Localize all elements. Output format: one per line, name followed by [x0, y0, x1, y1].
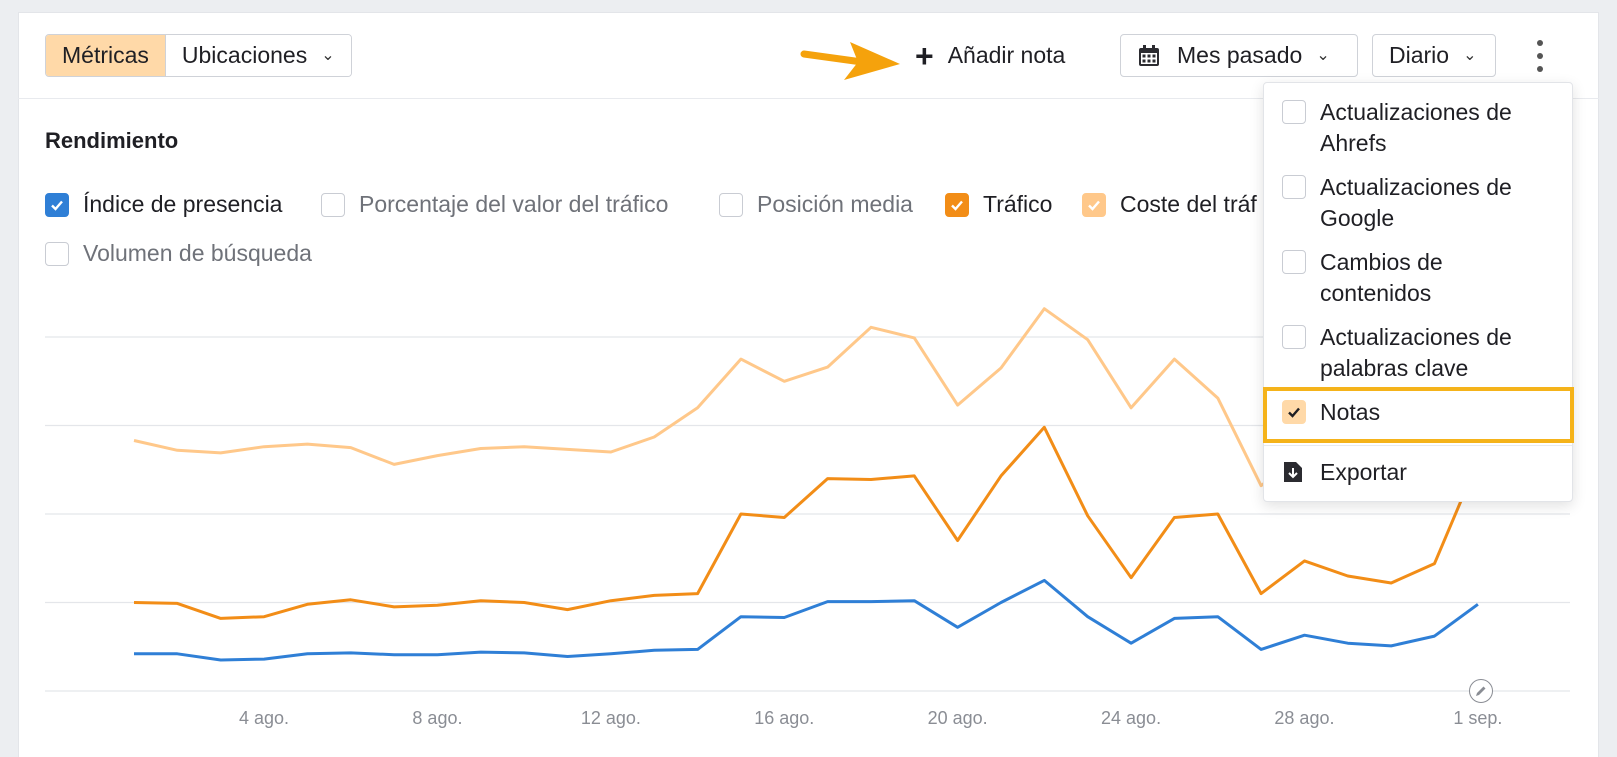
- menu-item-label: Cambios de: [1320, 249, 1443, 275]
- menu-item-label: Actualizaciones de: [1320, 174, 1512, 200]
- chevron-down-icon: ⌄: [1316, 46, 1330, 64]
- menu-item-label: Exportar: [1320, 459, 1407, 485]
- checkbox-unchecked-icon: [719, 192, 743, 217]
- calendar-icon: [1139, 44, 1159, 66]
- x-tick-label: 16 ago.: [754, 708, 814, 728]
- menu-item-label: palabras clave: [1320, 355, 1469, 381]
- menu-item-keyword-updates[interactable]: Actualizaciones de palabras clave: [1264, 322, 1572, 384]
- metric-coste-trafico[interactable]: Coste del tráf: [1082, 191, 1257, 218]
- checkbox-checked-icon: [1082, 192, 1106, 217]
- add-note-button[interactable]: + Añadir nota: [915, 34, 1065, 77]
- tab-ubicaciones-label: Ubicaciones: [181, 42, 308, 68]
- x-tick-label: 28 ago.: [1274, 708, 1334, 728]
- checkbox-unchecked-icon: [1282, 325, 1306, 349]
- menu-item-export[interactable]: Exportar: [1264, 457, 1572, 488]
- menu-item-label: Google: [1320, 205, 1395, 231]
- notes-highlight-frame: [1263, 387, 1574, 443]
- x-tick-label: 1 sep.: [1453, 708, 1502, 728]
- chevron-down-icon: ⌄: [1463, 46, 1477, 64]
- checkbox-checked-icon: [1282, 400, 1306, 424]
- x-tick-label: 24 ago.: [1101, 708, 1161, 728]
- add-note-label: Añadir nota: [947, 42, 1066, 68]
- checkbox-checked-icon: [945, 192, 969, 217]
- header-divider: [18, 98, 1599, 99]
- chart-series-line-0: [133, 307, 1480, 488]
- metric-label: Tráfico: [983, 191, 1053, 217]
- metric-label: Volumen de búsqueda: [83, 240, 312, 266]
- plus-icon: +: [915, 37, 934, 74]
- checkbox-unchecked-icon: [45, 241, 69, 266]
- section-title: Rendimiento: [45, 128, 179, 153]
- metric-porcentaje-valor[interactable]: Porcentaje del valor del tráfico: [321, 191, 668, 218]
- menu-item-google-updates[interactable]: Actualizaciones de Google: [1264, 172, 1572, 234]
- metric-volumen-busqueda[interactable]: Volumen de búsqueda: [45, 240, 312, 267]
- x-tick-label: 20 ago.: [928, 708, 988, 728]
- menu-item-label: Notas: [1320, 399, 1381, 425]
- x-tick-label: 8 ago.: [412, 708, 462, 728]
- checkbox-unchecked-icon: [1282, 100, 1306, 124]
- checkbox-unchecked-icon: [1282, 175, 1306, 199]
- date-range-label: Mes pasado: [1177, 42, 1303, 68]
- metric-label: Posición media: [757, 191, 913, 217]
- checkbox-checked-icon: [45, 192, 69, 217]
- metric-indice-presencia[interactable]: Índice de presencia: [45, 191, 282, 218]
- tab-ubicaciones[interactable]: Ubicaciones ⌄: [165, 35, 351, 76]
- menu-item-label: Ahrefs: [1320, 130, 1387, 156]
- annotation-arrow-icon: [800, 42, 900, 80]
- checkbox-unchecked-icon: [1282, 250, 1306, 274]
- tab-metricas[interactable]: Métricas: [46, 35, 166, 76]
- menu-item-notes[interactable]: Notas: [1264, 397, 1572, 428]
- menu-item-label: Actualizaciones de: [1320, 324, 1512, 350]
- more-options-icon[interactable]: [1530, 40, 1550, 72]
- checkbox-unchecked-icon: [321, 192, 345, 217]
- more-options-menu: Actualizaciones de Ahrefs Actualizaciones…: [1263, 82, 1573, 502]
- chart-series-line-1: [133, 425, 1480, 620]
- chevron-down-icon: ⌄: [321, 46, 335, 64]
- chart-series-line-2: [134, 578, 1479, 662]
- granularity-label: Diario: [1389, 42, 1450, 68]
- metric-posicion-media[interactable]: Posición media: [719, 191, 913, 218]
- edit-note-icon[interactable]: [1469, 679, 1493, 703]
- menu-divider: [1264, 445, 1572, 446]
- x-tick-label: 4 ago.: [239, 708, 289, 728]
- metric-label: Índice de presencia: [83, 191, 283, 217]
- metric-label: Coste del tráf: [1120, 191, 1257, 217]
- x-tick-label: 12 ago.: [581, 708, 641, 728]
- metric-label: Porcentaje del valor del tráfico: [359, 191, 669, 217]
- menu-item-ahrefs-updates[interactable]: Actualizaciones de Ahrefs: [1264, 97, 1572, 159]
- tab-metricas-label: Métricas: [62, 42, 149, 68]
- menu-item-content-changes[interactable]: Cambios de contenidos: [1264, 247, 1572, 309]
- granularity-select[interactable]: Diario ⌄: [1372, 34, 1496, 77]
- download-icon: [1284, 462, 1302, 482]
- view-segmented-control: Métricas Ubicaciones ⌄: [45, 34, 352, 77]
- date-range-select[interactable]: Mes pasado ⌄: [1120, 34, 1358, 77]
- menu-item-label: contenidos: [1320, 280, 1432, 306]
- menu-item-label: Actualizaciones de: [1320, 99, 1512, 125]
- metric-trafico[interactable]: Tráfico: [945, 191, 1052, 218]
